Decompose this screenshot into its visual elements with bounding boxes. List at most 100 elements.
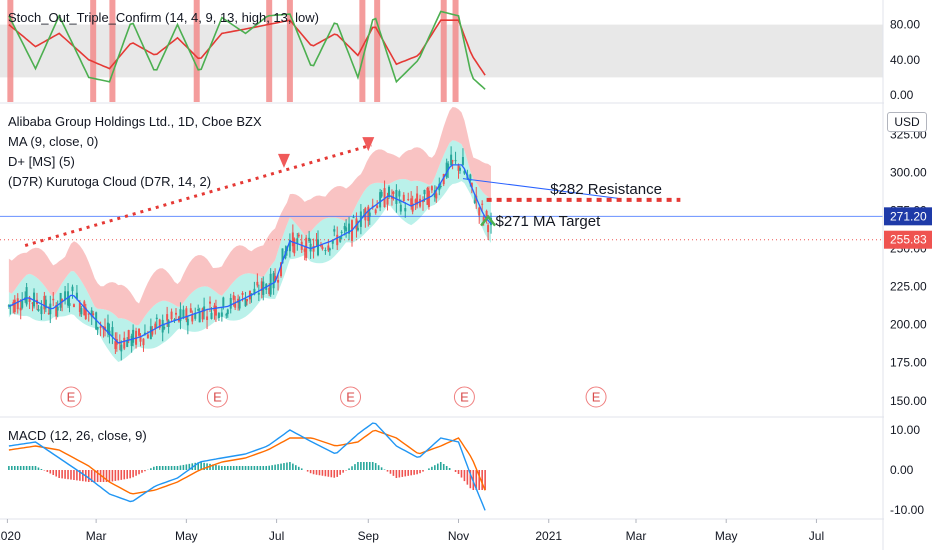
candle-body	[399, 204, 402, 212]
macd-histogram-bar	[336, 470, 339, 477]
candle-body	[163, 327, 166, 329]
candle-body	[138, 328, 141, 336]
stoch-legend: Stoch_Out_Triple_Confirm (14, 4, 9, 13, …	[8, 8, 319, 28]
candle-body	[426, 187, 429, 205]
candle-body	[316, 239, 319, 256]
candle-body	[450, 154, 453, 166]
candle-body	[90, 310, 93, 317]
candle-body	[312, 245, 315, 252]
candle-body	[277, 280, 280, 283]
stoch-fast-line	[8, 10, 486, 90]
macd-histogram-bar	[475, 470, 478, 490]
candle-body	[244, 298, 247, 307]
macd-histogram-bar	[70, 470, 72, 480]
currency-button[interactable]: USD	[887, 112, 927, 132]
candle-body	[120, 344, 123, 352]
candle-body	[111, 327, 114, 337]
time-axis-tick: Nov	[448, 529, 469, 543]
macd-histogram-bar	[28, 466, 31, 470]
candle-body	[154, 323, 157, 329]
candle-body	[407, 199, 410, 201]
stoch-signal-bar	[440, 0, 447, 102]
macd-histogram-bar	[79, 470, 81, 481]
kurutoga-cloud-lower	[8, 140, 492, 362]
macd-histogram-bar	[43, 470, 46, 471]
candle-body	[481, 203, 484, 205]
macd-histogram-bar	[354, 464, 356, 470]
macd-histogram-bar	[108, 470, 111, 482]
candle-body	[185, 308, 188, 320]
macd-histogram-bar	[46, 470, 49, 472]
candle-body	[398, 191, 401, 197]
macd-histogram-bar	[442, 464, 445, 470]
candle-body	[319, 245, 322, 247]
candle-body	[274, 275, 277, 281]
candle-body	[376, 205, 379, 209]
macd-histogram-bar	[102, 470, 105, 482]
macd-histogram-bar	[129, 470, 131, 479]
candle-body	[146, 334, 149, 339]
candle-body	[303, 248, 306, 252]
candle-body	[257, 292, 260, 295]
macd-histogram-bar	[93, 470, 96, 482]
candle-body	[173, 319, 176, 321]
macd-histogram-bar	[8, 466, 10, 470]
macd-axis-tick: -10.00	[890, 503, 924, 517]
candle-body	[61, 299, 64, 303]
macd-histogram-bar	[34, 466, 37, 470]
macd-histogram-bar	[324, 470, 327, 477]
macd-histogram-bar	[229, 466, 232, 470]
candle-body	[411, 203, 414, 212]
time-axis-tick: Mar	[626, 529, 647, 543]
stoch-signal-bar	[90, 0, 97, 102]
macd-histogram-bar	[76, 470, 78, 481]
candle-body	[414, 199, 417, 203]
macd-histogram-bar	[37, 467, 40, 470]
earnings-marker	[206, 386, 228, 408]
candle-body	[336, 234, 339, 246]
macd-histogram-bar	[315, 470, 318, 475]
time-axis-tick: Mar	[86, 529, 107, 543]
price-pane: $282 Resistance $271 MA Target E E E E E	[0, 107, 883, 408]
candle-body	[232, 295, 235, 300]
time-axis: 2020 Mar May Jul Sep Nov 2021 Mar May Jul	[0, 519, 824, 543]
ma-price-tag-bg	[884, 207, 932, 226]
candle-body	[78, 302, 81, 312]
price-axis-tick: 225.00	[890, 280, 927, 294]
macd-histogram-bar	[357, 462, 359, 470]
candle-body	[238, 300, 241, 309]
stoch-axis-tick: 0.00	[890, 88, 914, 102]
macd-histogram-bar	[439, 462, 442, 470]
macd-histogram-bar	[241, 466, 244, 470]
stoch-signal-bar	[452, 0, 459, 102]
candle-body	[402, 194, 405, 202]
macd-histogram-bar	[221, 466, 223, 470]
macd-histogram-bar	[448, 468, 451, 470]
macd-histogram-bar	[383, 469, 386, 470]
macd-histogram-bar	[484, 470, 486, 490]
time-axis-tick: Jul	[269, 529, 284, 543]
macd-histogram-bar	[185, 464, 188, 470]
candle-body	[297, 234, 300, 237]
candle-body	[161, 319, 164, 333]
candle-body	[374, 209, 377, 214]
stoch-signal-bar	[374, 0, 381, 102]
candle-body	[92, 313, 95, 316]
macd-histogram-bar	[105, 470, 108, 482]
macd-histogram-bar	[114, 470, 117, 481]
earnings-marker-label: E	[213, 390, 222, 405]
macd-histogram-bar	[16, 466, 19, 470]
stoch-signal-bar	[193, 0, 200, 102]
candle-body	[149, 326, 152, 340]
earnings-marker	[340, 386, 362, 408]
macd-histogram-bar	[117, 470, 120, 481]
candle-body	[442, 174, 445, 185]
candle-body	[463, 170, 466, 174]
currency-label: USD	[894, 115, 920, 129]
stoch-signal-bar	[359, 0, 366, 102]
macd-histogram-bar	[416, 470, 418, 475]
macd-histogram-bar	[469, 470, 472, 489]
candle-body	[197, 309, 200, 311]
candle-body	[461, 157, 464, 166]
macd-histogram-bar	[256, 466, 259, 470]
